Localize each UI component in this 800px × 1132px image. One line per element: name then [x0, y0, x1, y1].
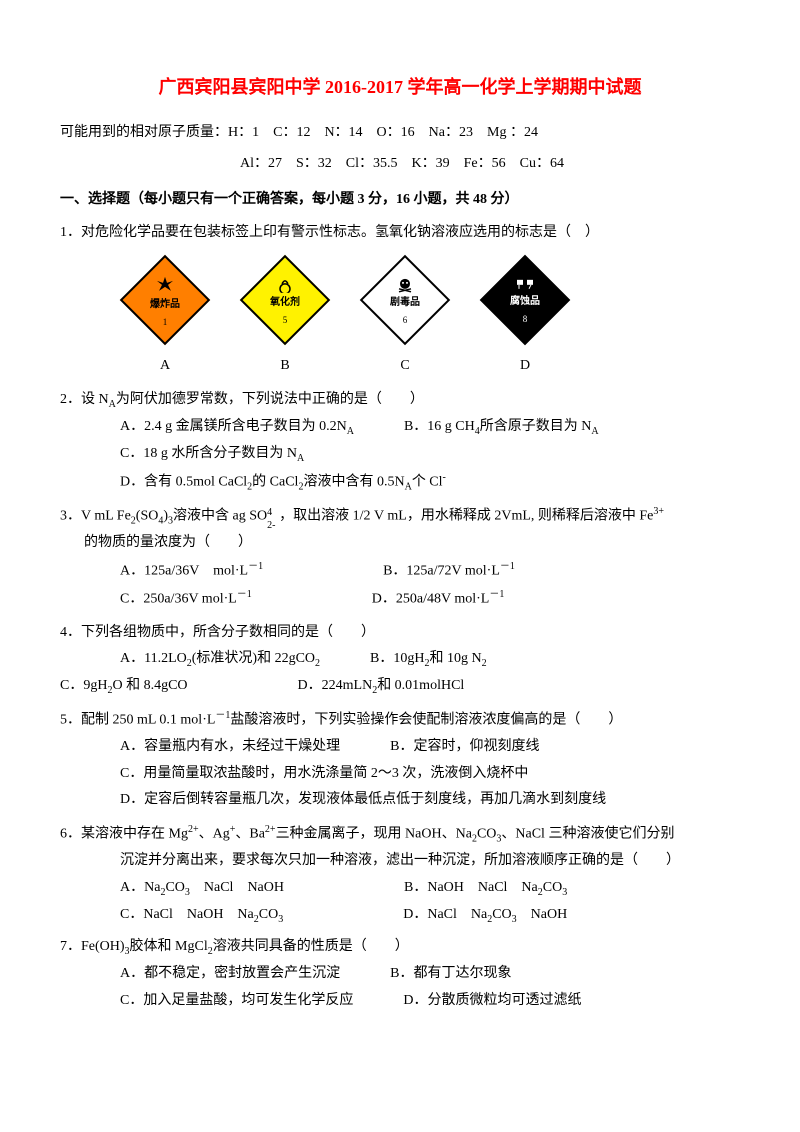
hazard-labels: A B C D [60, 353, 740, 380]
q3-optC: C．250a/36V mol·L－1 [120, 585, 252, 613]
question-3: 3．V mL Fe2(SO4)3溶液中含 ag SO42-，取出溶液 1/2 V… [60, 502, 740, 614]
q5-text: 5．配制 250 mL 0.1 mol·L－1盐酸溶液时，下列实验操作会使配制溶… [60, 706, 740, 734]
hazard-d: 腐蚀品8 [480, 255, 570, 345]
q4-optC: C．9gH2O 和 8.4gCO [60, 673, 188, 700]
q7-optB: B．都有丁达尔现象 [390, 961, 511, 988]
q4-row2: C．9gH2O 和 8.4gCO D．224mLN2和 0.01molHCl [60, 673, 740, 700]
label-d: D [480, 353, 570, 380]
q5-optB: B．定容时，仰视刻度线 [390, 734, 539, 761]
q5-optC: C．用量简量取浓盐酸时，用水洗涤量简 2～3 次，洗液倒入烧杯中 [60, 761, 740, 788]
q5-optD: D．定容后倒转容量瓶几次，发现液体最低点低于刻度线，再加几滴水到刻度线 [60, 787, 740, 814]
atomic-mass-line1: 可能用到的相对原子质量：H：1 C：12 N：14 O：16 Na：23 Mg … [60, 120, 740, 147]
q2-optB: B．16 g CH4所含原子数目为 NA [404, 414, 599, 441]
question-4: 4．下列各组物质中，所含分子数相同的是（ ） A．11.2LO2(标准状况)和 … [60, 620, 740, 700]
label-a: A [120, 353, 210, 380]
q3-row2: C．250a/36V mol·L－1 D．250a/48V mol·L－1 [60, 585, 740, 613]
atomic-mass-line2: Al：27 S：32 Cl：35.5 K：39 Fe：56 Cu：64 [60, 151, 740, 178]
q2-text: 2．设 NA为阿伏加德罗常数，下列说法中正确的是（ ） [60, 387, 740, 414]
section-header: 一、选择题（每小题只有一个正确答案，每小题 3 分，16 小题，共 48 分） [60, 187, 740, 214]
question-5: 5．配制 250 mL 0.1 mol·L－1盐酸溶液时，下列实验操作会使配制溶… [60, 706, 740, 814]
q6-optD: D．NaCl Na2CO3 NaOH [403, 902, 567, 929]
q2-optD: D．含有 0.5mol CaCl2的 CaCl2溶液中含有 0.5NA个 Cl- [60, 468, 740, 496]
q5-row1: A．容量瓶内有水，未经过干燥处理 B．定容时，仰视刻度线 [60, 734, 740, 761]
question-1: 1．对危险化学品要在包装标签上印有警示性标志。氢氧化钠溶液应选用的标志是（ ） … [60, 220, 740, 379]
question-6: 6．某溶液中存在 Mg2+、Ag+、Ba2+三种金属离子，现用 NaOH、Na2… [60, 820, 740, 929]
page-title: 广西宾阳县宾阳中学 2016-2017 学年高一化学上学期期中试题 [60, 70, 740, 104]
q7-row1: A．都不稳定，密封放置会产生沉淀 B．都有丁达尔现象 [60, 961, 740, 988]
q6-text2: 沉淀并分离出来，要求每次只加一种溶液，滤出一种沉淀，所加溶液顺序正确的是（ ） [60, 848, 740, 875]
q7-optC: C．加入足量盐酸，均可发生化学反应 [120, 988, 353, 1015]
q6-row2: C．NaCl NaOH Na2CO3 D．NaCl Na2CO3 NaOH [60, 902, 740, 929]
q4-text: 4．下列各组物质中，所含分子数相同的是（ ） [60, 620, 740, 647]
q2-row1: A．2.4 g 金属镁所含电子数目为 0.2NA B．16 g CH4所含原子数… [60, 414, 740, 441]
q2-optC: C．18 g 水所含分子数目为 NA [60, 441, 740, 468]
hazard-b: 氧化剂5 [240, 255, 330, 345]
hazard-a: 爆炸品1 [120, 255, 210, 345]
question-7: 7．Fe(OH)3胶体和 MgCl2溶液共同具备的性质是（ ） A．都不稳定，密… [60, 934, 740, 1014]
q6-row1: A．Na2CO3 NaCl NaOH B．NaOH NaCl Na2CO3 [60, 875, 740, 902]
question-2: 2．设 NA为阿伏加德罗常数，下列说法中正确的是（ ） A．2.4 g 金属镁所… [60, 387, 740, 496]
q4-optD: D．224mLN2和 0.01molHCl [298, 673, 465, 700]
q4-row1: A．11.2LO2(标准状况)和 22gCO2 B．10gH2和 10g N2 [60, 646, 740, 673]
q2-optA: A．2.4 g 金属镁所含电子数目为 0.2NA [120, 414, 354, 441]
q6-text1: 6．某溶液中存在 Mg2+、Ag+、Ba2+三种金属离子，现用 NaOH、Na2… [60, 820, 740, 848]
q3-optB: B．125a/72V mol·L－1 [383, 557, 515, 585]
skull-icon [395, 276, 415, 292]
q7-optD: D．分散质微粒均可透过滤纸 [403, 988, 581, 1015]
q6-optB: B．NaOH NaCl Na2CO3 [404, 875, 567, 902]
q7-text: 7．Fe(OH)3胶体和 MgCl2溶液共同具备的性质是（ ） [60, 934, 740, 961]
q7-optA: A．都不稳定，密封放置会产生沉淀 [120, 961, 340, 988]
hazard-icons-row: 爆炸品1 氧化剂5 剧毒品6 腐蚀品8 [60, 255, 740, 345]
q6-optA: A．Na2CO3 NaCl NaOH [120, 875, 284, 902]
q3-text2: 的物质的量浓度为（ ） [60, 530, 740, 557]
explosion-icon [153, 274, 177, 294]
q3-optA: A．125a/36V mol·L－1 [120, 557, 263, 585]
q4-optB: B．10gH2和 10g N2 [370, 646, 487, 673]
label-c: C [360, 353, 450, 380]
q3-row1: A．125a/36V mol·L－1 B．125a/72V mol·L－1 [60, 557, 740, 585]
flame-icon [275, 276, 295, 292]
q5-optA: A．容量瓶内有水，未经过干燥处理 [120, 734, 340, 761]
corrosion-icon [515, 277, 535, 291]
q6-optC: C．NaCl NaOH Na2CO3 [120, 902, 283, 929]
hazard-c: 剧毒品6 [360, 255, 450, 345]
q3-optD: D．250a/48V mol·L－1 [372, 585, 505, 613]
q4-optA: A．11.2LO2(标准状况)和 22gCO2 [120, 646, 320, 673]
q7-row2: C．加入足量盐酸，均可发生化学反应 D．分散质微粒均可透过滤纸 [60, 988, 740, 1015]
q1-text: 1．对危险化学品要在包装标签上印有警示性标志。氢氧化钠溶液应选用的标志是（ ） [60, 220, 740, 247]
q3-text: 3．V mL Fe2(SO4)3溶液中含 ag SO42-，取出溶液 1/2 V… [60, 502, 740, 530]
label-b: B [240, 353, 330, 380]
